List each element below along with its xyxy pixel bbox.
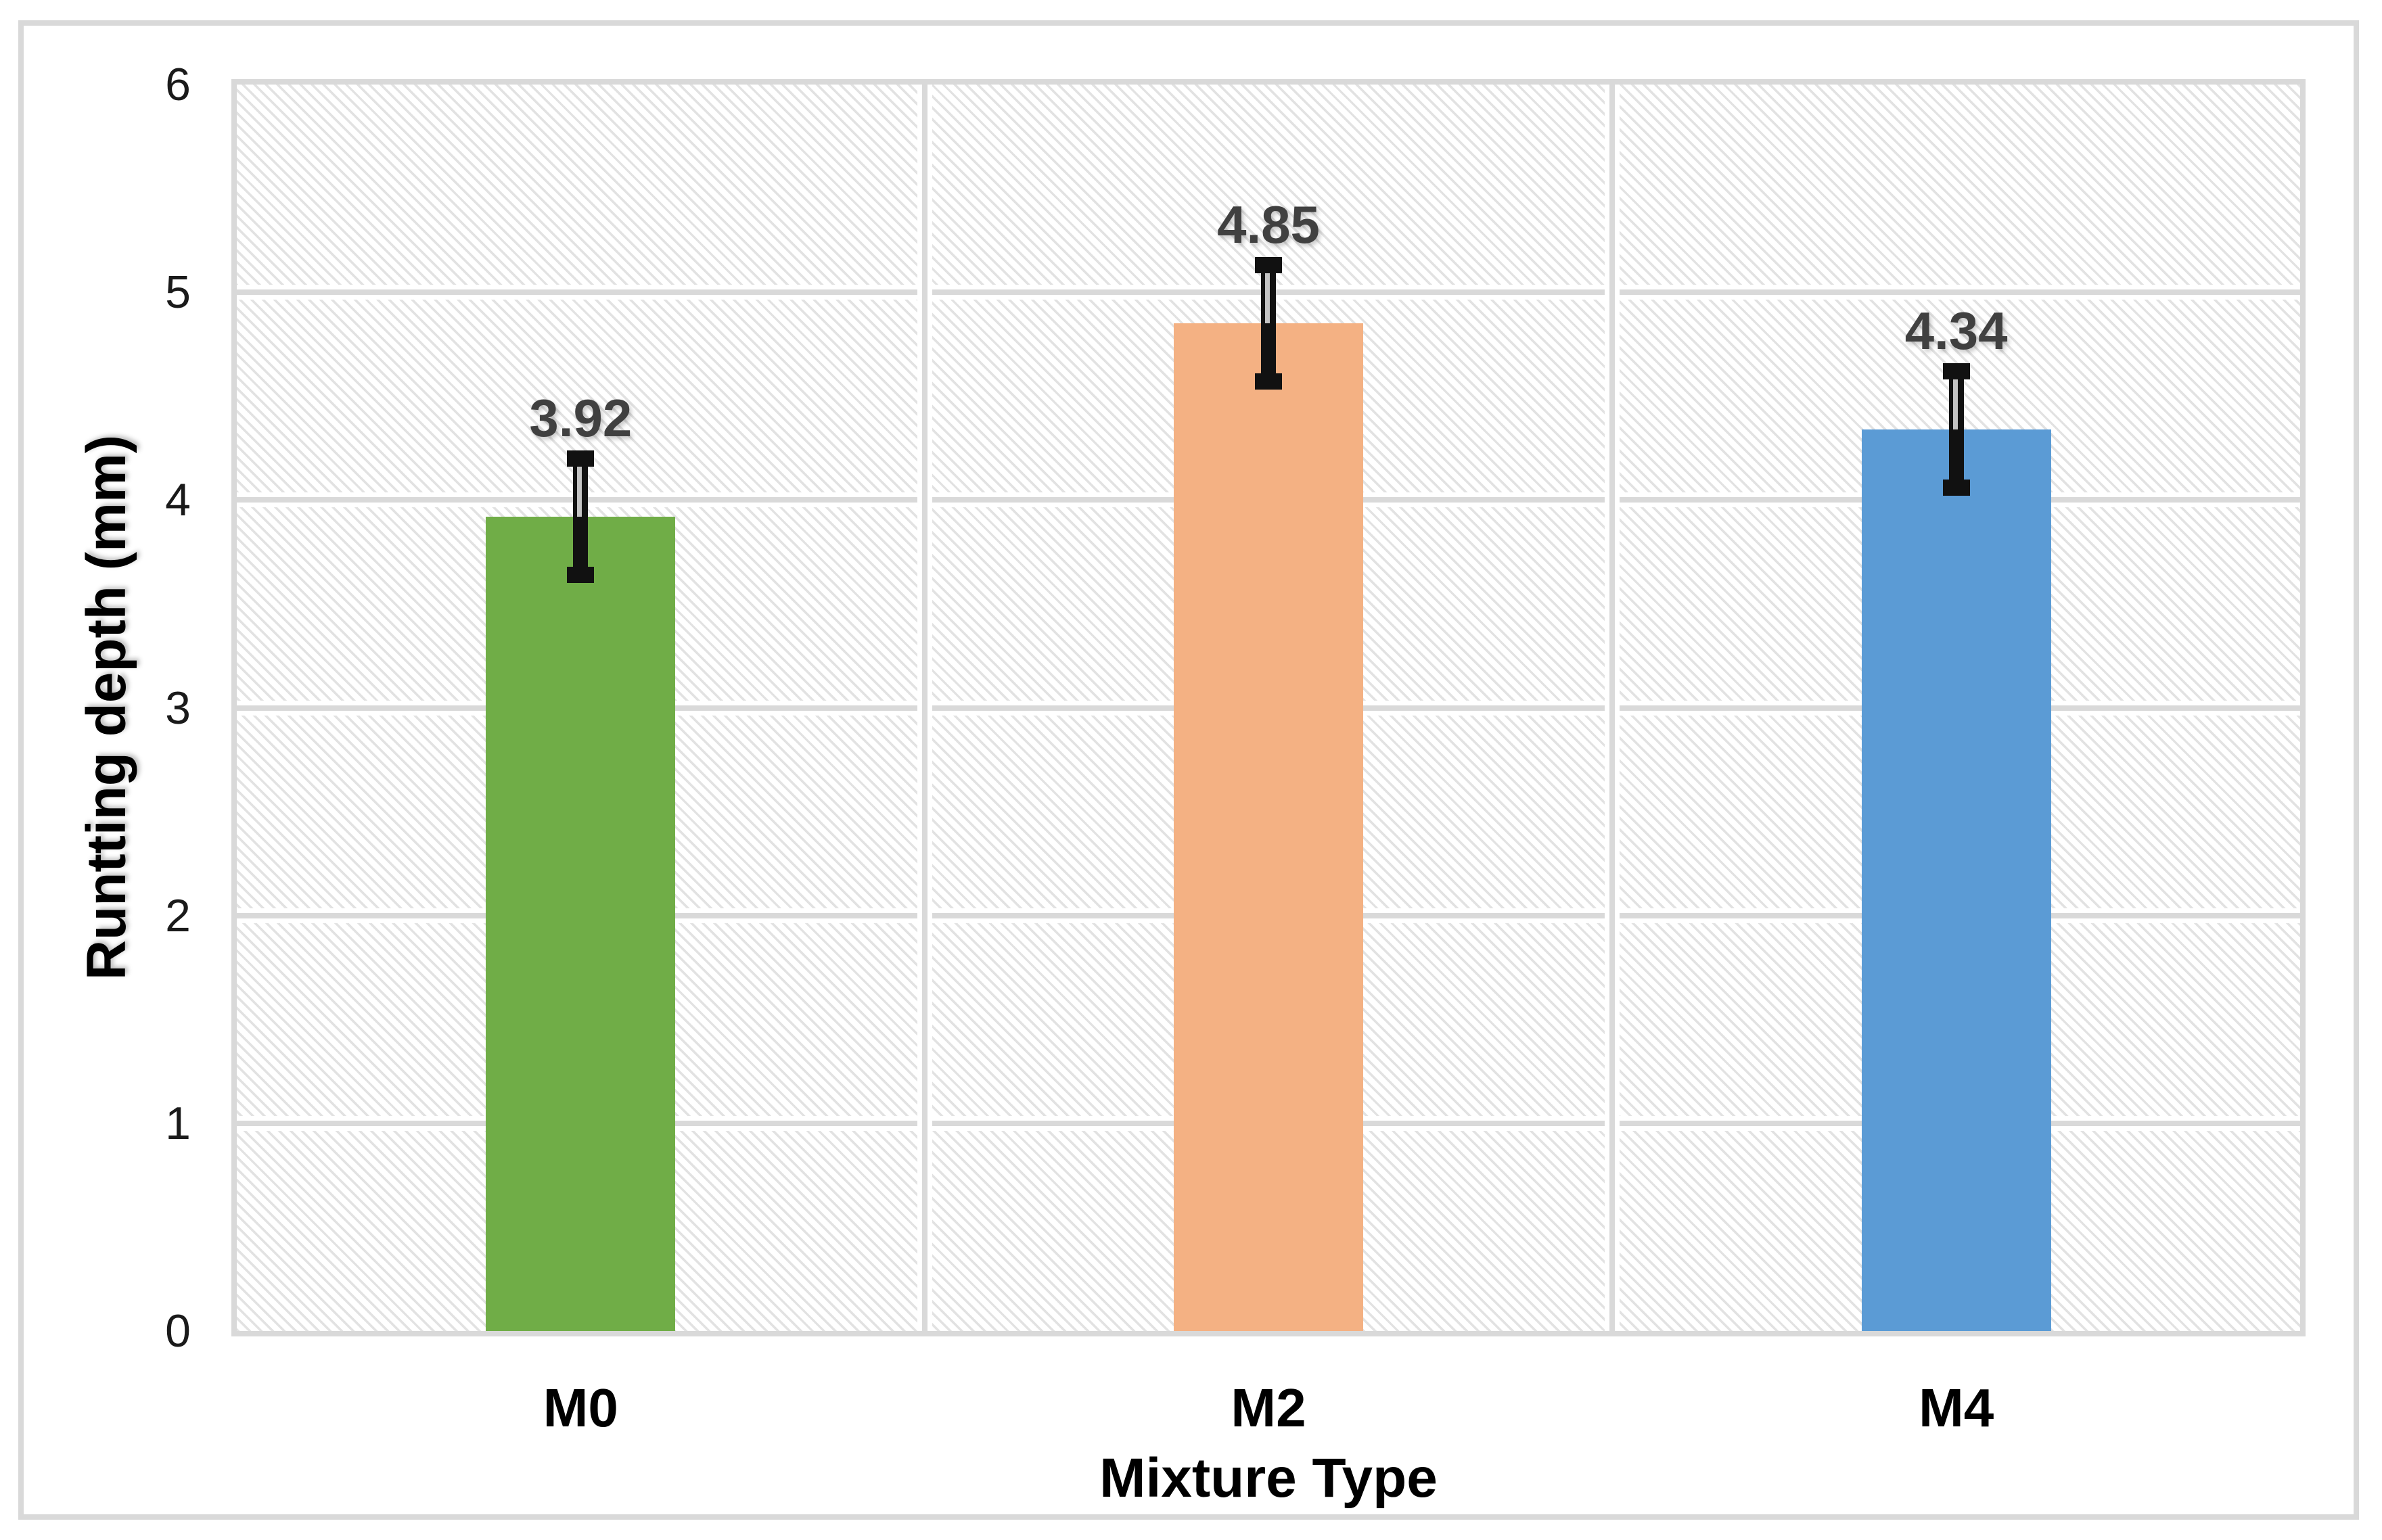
error-bar-cap-bottom-M4 xyxy=(1942,479,1970,496)
category-label-M2: M2 xyxy=(1231,1378,1306,1438)
y-tick-label-4: 4 xyxy=(165,474,191,526)
data-label-leader-line-M4 xyxy=(1952,377,1958,429)
x-axis-title: Mixture Type xyxy=(1099,1447,1438,1509)
y-tick-label-6: 6 xyxy=(165,59,191,110)
bar-M4 xyxy=(1861,429,2051,1331)
y-tick-label-1: 1 xyxy=(165,1097,191,1149)
error-bar-cap-bottom-M0 xyxy=(567,566,595,583)
category-label-M0: M0 xyxy=(543,1378,618,1438)
data-label-leader-line-M2 xyxy=(1265,272,1270,324)
y-axis-title: Runtting depth (mm) xyxy=(76,434,137,981)
error-bar-shaft-M4 xyxy=(1948,371,1964,488)
error-bar-cap-top-M2 xyxy=(1255,257,1282,274)
data-label-M2: 4.85 xyxy=(1217,195,1320,255)
gridline-vertical-1 xyxy=(921,85,927,1331)
bar-M2 xyxy=(1174,323,1363,1331)
bar-M0 xyxy=(486,516,676,1331)
y-tick-label-2: 2 xyxy=(165,889,191,941)
error-bar-shaft-M2 xyxy=(1261,265,1276,382)
y-tick-label-5: 5 xyxy=(165,266,191,319)
error-bar-shaft-M0 xyxy=(573,458,589,575)
category-label-M4: M4 xyxy=(1919,1378,1994,1438)
plot-area: 3.92 4.85 4.34 xyxy=(237,85,2300,1331)
error-bar-cap-bottom-M2 xyxy=(1255,373,1282,390)
gridline-vertical-2 xyxy=(1609,85,1616,1331)
data-label-leader-line-M0 xyxy=(577,465,582,517)
error-bar-cap-top-M4 xyxy=(1942,363,1970,379)
y-tick-label-0: 0 xyxy=(165,1305,191,1357)
error-bar-cap-top-M0 xyxy=(567,450,595,467)
data-label-M0: 3.92 xyxy=(529,388,633,448)
y-tick-label-3: 3 xyxy=(165,682,191,734)
data-label-M4: 4.34 xyxy=(1904,300,2008,360)
